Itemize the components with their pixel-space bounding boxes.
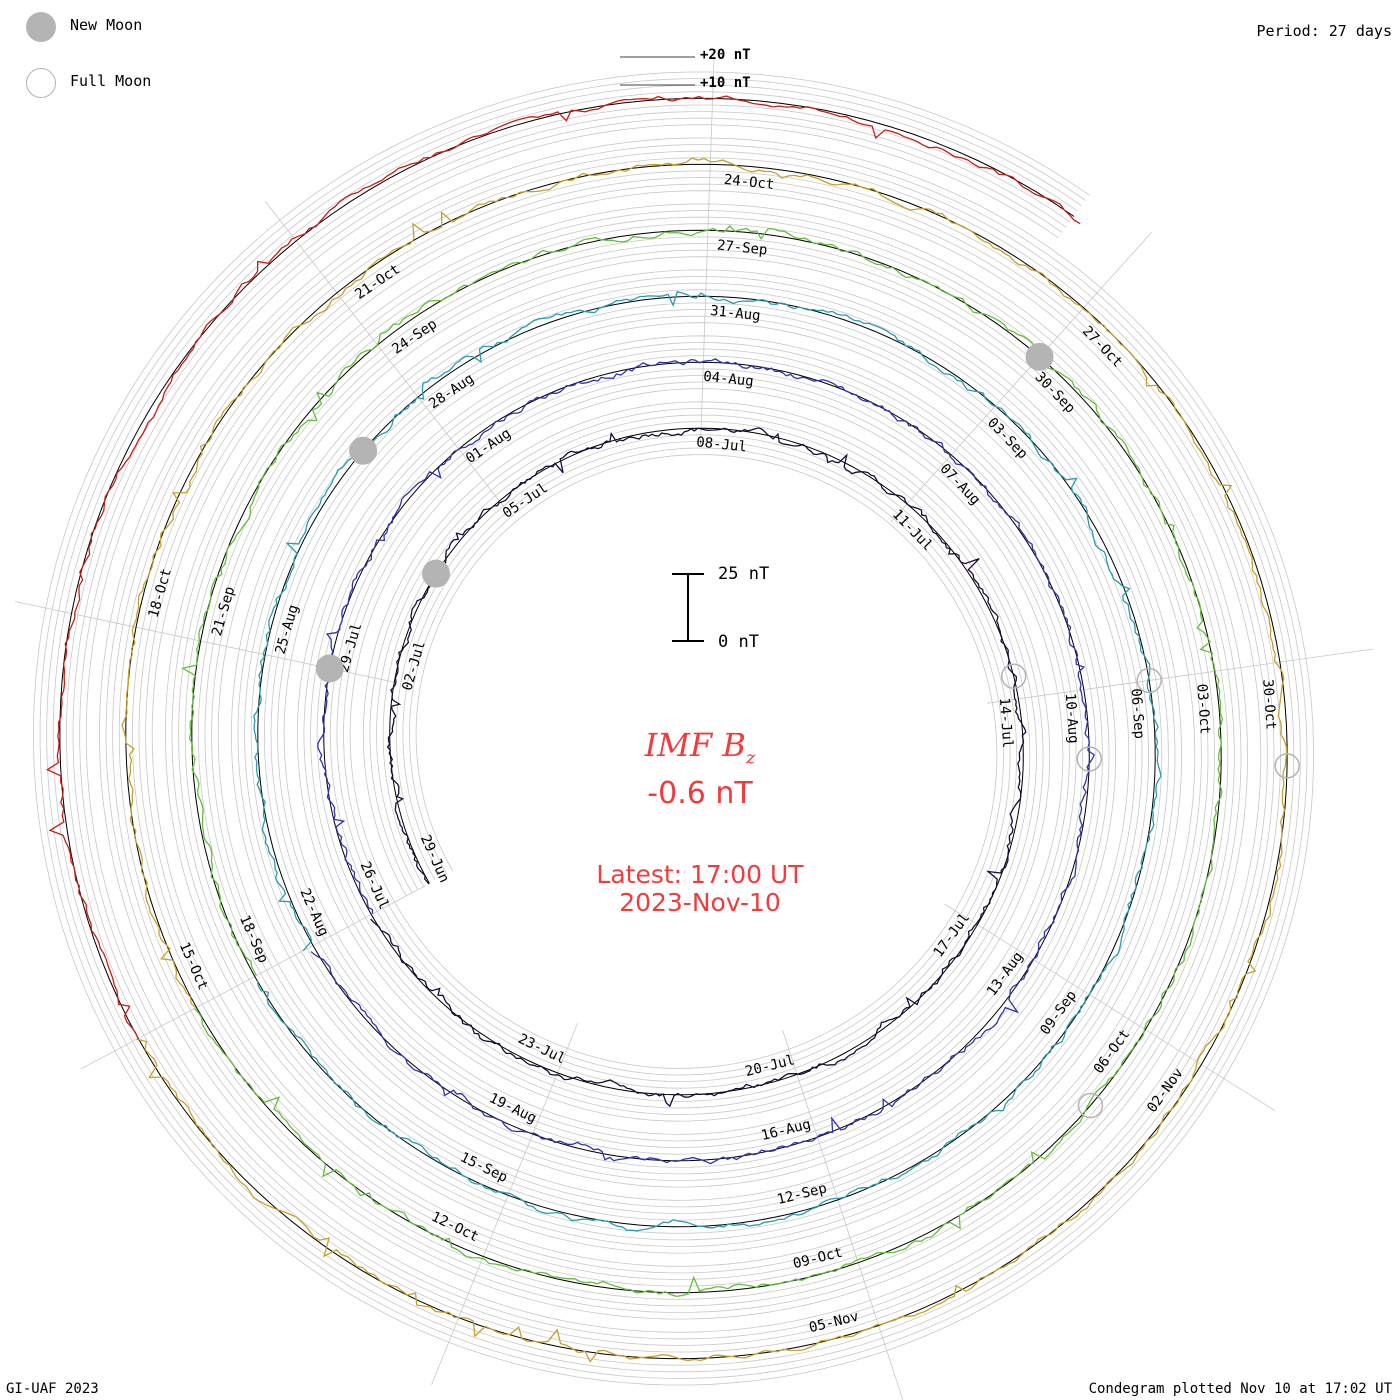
grid-ring — [39, 78, 1308, 1379]
date-tick-label: 11-Jul — [889, 507, 936, 554]
quantity-title: IMF Bz — [500, 726, 900, 768]
quantity-subscript: z — [745, 747, 756, 769]
grid-ring — [72, 111, 1275, 1346]
full-moon-marker — [1077, 1092, 1104, 1119]
full-moon-marker — [1136, 667, 1162, 694]
date-tick-label: 21-Sep — [209, 585, 238, 638]
grid-ring — [33, 71, 1314, 1386]
series-trace-rotation-3 — [252, 291, 1162, 1232]
quantity-symbol: B — [722, 726, 746, 764]
date-tick-label: 27-Sep — [716, 237, 768, 258]
footer-credit: GI-UAF 2023 — [6, 1381, 99, 1397]
radial-day-line — [431, 1023, 578, 1385]
radial-day-line — [890, 231, 1152, 523]
full-moon-marker — [1076, 746, 1103, 772]
date-tick-label: 29-Jun — [417, 832, 452, 885]
series-trace-rotation-2 — [310, 358, 1096, 1165]
date-tick-label: 18-Sep — [236, 913, 271, 966]
scale-bar-bottom-label: 0 nT — [718, 632, 759, 652]
radial-day-line — [944, 903, 1276, 1111]
new-moon-marker — [349, 436, 378, 465]
grid-ring — [52, 91, 1295, 1366]
radial-day-line — [264, 201, 506, 509]
series-trace-rotation-6 — [46, 95, 1081, 1039]
new-moon-marker — [422, 559, 451, 588]
grid-ring — [79, 117, 1268, 1340]
radial-day-line — [782, 1030, 904, 1400]
period-label: Period: 27 days — [1256, 22, 1392, 40]
date-tick-label: 19-Aug — [486, 1090, 538, 1127]
new-moon-marker — [315, 654, 344, 683]
current-value: -0.6 nT — [647, 776, 753, 811]
grid-ring — [46, 84, 1301, 1373]
date-tick-label: 30-Oct — [1259, 679, 1278, 731]
date-tick-label: 06-Sep — [1128, 688, 1147, 740]
date-tick-label: 18-Oct — [146, 567, 175, 620]
date-tick-label: 04-Aug — [702, 369, 754, 390]
date-tick-label: 10-Aug — [1062, 693, 1081, 745]
grid-ring — [85, 124, 1262, 1333]
scale-bar-top-label: 25 nT — [718, 564, 770, 584]
new-moon-icon — [26, 12, 56, 42]
date-tick-label: 15-Sep — [458, 1150, 510, 1187]
date-tick-label: 24-Oct — [723, 172, 775, 193]
date-tick-label: 23-Jul — [515, 1031, 567, 1068]
latest-date: 2023-Nov-10 — [619, 888, 781, 917]
date-tick-label: 22-Aug — [296, 886, 331, 939]
legend-new-moon-label: New Moon — [70, 16, 143, 34]
date-tick-label: 25-Aug — [273, 603, 302, 656]
legend-full-moon-label: Full Moon — [70, 72, 152, 90]
date-tick-label: 08-Jul — [696, 434, 748, 455]
date-tick-label: 12-Oct — [429, 1209, 481, 1246]
radial-day-line — [80, 885, 426, 1070]
date-tick-label: 31-Aug — [709, 303, 761, 324]
series-trace-rotation-4 — [181, 225, 1224, 1297]
date-tick-label: 26-Jul — [357, 859, 392, 912]
grid-ring — [66, 104, 1281, 1353]
zero-baseline-spiral — [59, 97, 1288, 1360]
footer-plot-time: Condegram plotted Nov 10 at 17:02 UT — [1088, 1381, 1392, 1397]
offset-label-20: +20 nT — [700, 47, 751, 63]
offset-label-10: +10 nT — [700, 75, 751, 91]
full-moon-marker — [1000, 663, 1027, 689]
radial-day-line — [987, 648, 1374, 704]
quantity-label: IMF — [644, 726, 713, 764]
new-moon-marker — [1025, 342, 1054, 371]
series-trace-rotation-5 — [121, 157, 1288, 1363]
full-moon-marker — [1274, 753, 1300, 779]
latest-time: Latest: 17:00 UT — [596, 860, 804, 889]
date-tick-label: 14-Jul — [996, 697, 1015, 749]
radial-day-line — [700, 55, 715, 446]
date-tick-label: 03-Oct — [1193, 683, 1212, 735]
full-moon-icon — [26, 68, 56, 98]
